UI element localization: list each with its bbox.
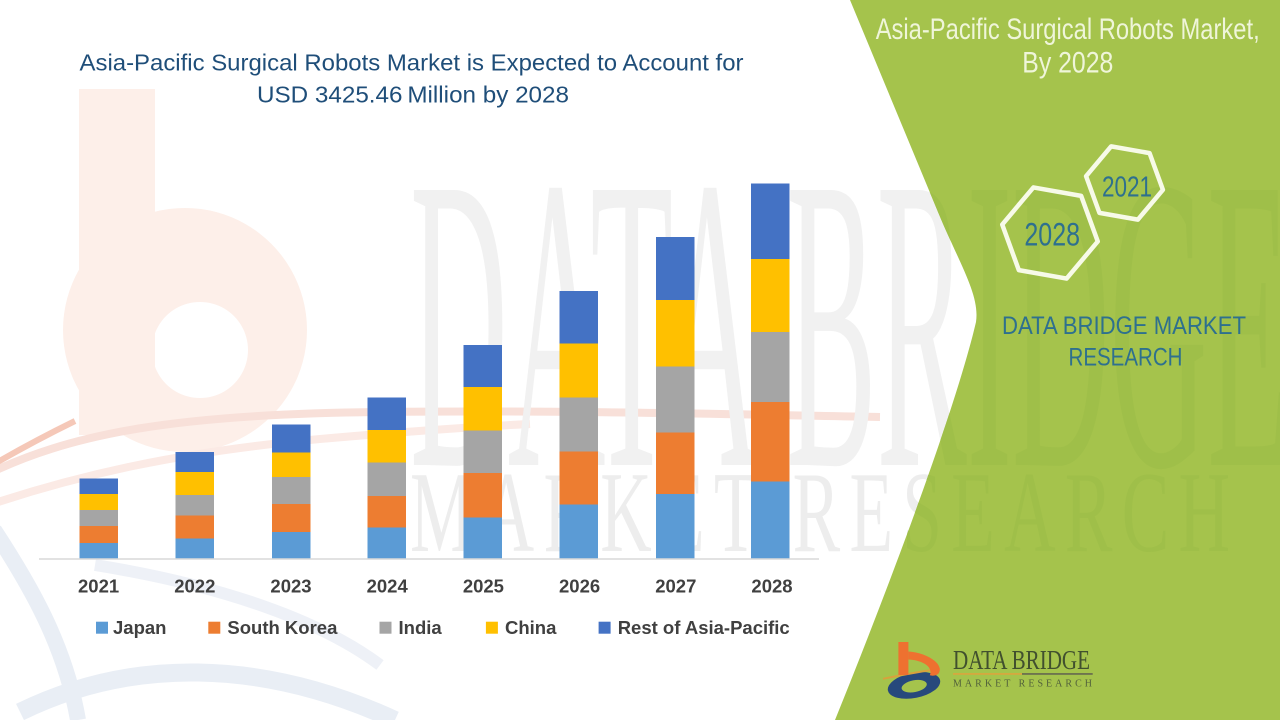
svg-text:RESEARCH: RESEARCH [1069,345,1183,372]
svg-text:By 2028: By 2028 [1022,46,1113,79]
svg-text:MARKET RESEARCH: MARKET RESEARCH [953,679,1092,690]
svg-text:China: China [505,617,557,638]
svg-text:2028: 2028 [751,576,792,597]
svg-text:2026: 2026 [559,576,600,597]
svg-text:2022: 2022 [174,576,215,597]
svg-text:DATA BRIDGE MARKET: DATA BRIDGE MARKET [1002,313,1246,340]
svg-text:2025: 2025 [463,576,504,597]
svg-text:2021: 2021 [1102,172,1152,204]
svg-text:Japan: Japan [113,617,166,638]
svg-text:India: India [399,617,443,638]
svg-text:Asia-Pacific Surgical Robots M: Asia-Pacific Surgical Robots Market is E… [80,50,744,76]
svg-text:2024: 2024 [367,576,409,597]
svg-text:2028: 2028 [1024,217,1080,253]
svg-text:2027: 2027 [655,576,696,597]
svg-text:DATA BRIDGE: DATA BRIDGE [953,645,1090,675]
svg-text:2023: 2023 [270,576,311,597]
svg-text:South Korea: South Korea [227,617,338,638]
svg-text:Rest of Asia-Pacific: Rest of Asia-Pacific [618,617,790,638]
svg-text:2021: 2021 [78,576,119,597]
svg-text:USD 3425.46 Million by 2028: USD 3425.46 Million by 2028 [257,82,569,108]
svg-text:Asia-Pacific Surgical Robots M: Asia-Pacific Surgical Robots Market, [876,13,1260,46]
